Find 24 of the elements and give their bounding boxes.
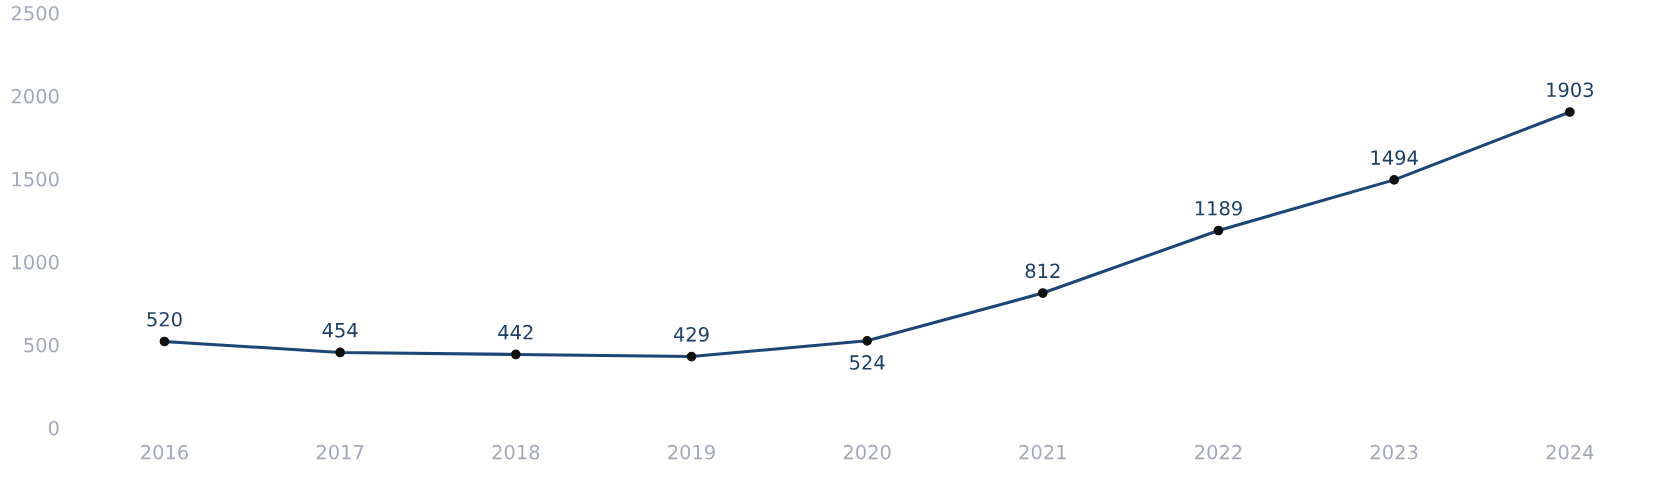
- y-tick-label: 0: [48, 420, 59, 436]
- x-tick-label: 2019: [668, 444, 715, 460]
- x-tick-label: 2017: [316, 444, 364, 460]
- data-label: 454: [322, 323, 358, 338]
- data-label: 429: [673, 327, 709, 342]
- data-label: 520: [147, 311, 182, 327]
- y-tick-label: 500: [24, 337, 59, 353]
- x-tick-label: 2021: [1019, 444, 1066, 460]
- y-tick-label: 1000: [12, 254, 59, 270]
- x-tick-label: 2016: [141, 444, 188, 460]
- data-label: 1494: [1371, 150, 1418, 165]
- data-label: 812: [1025, 263, 1060, 279]
- x-tick-label: 2020: [843, 444, 891, 460]
- y-tick-label: 1500: [12, 171, 59, 187]
- y-tick-label: 2500: [11, 5, 59, 21]
- x-tick-label: 2023: [1370, 444, 1418, 460]
- y-tick-label: 2000: [11, 88, 59, 104]
- data-label: 1189: [1195, 200, 1242, 216]
- x-tick-label: 2024: [1546, 444, 1594, 460]
- data-label: 442: [498, 324, 533, 340]
- data-label: 524: [850, 355, 885, 370]
- data-label: 1903: [1547, 82, 1594, 98]
- x-tick-label: 2018: [492, 444, 540, 460]
- x-tick-label: 2022: [1195, 444, 1242, 460]
